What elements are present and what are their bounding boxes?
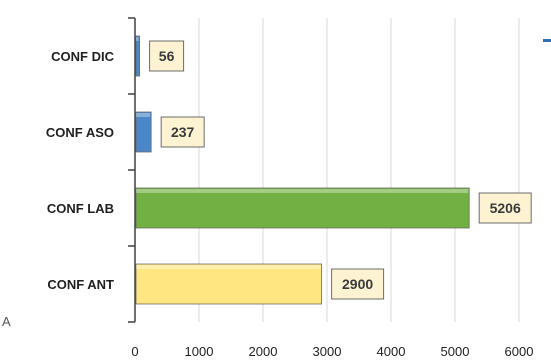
corner-label: A	[2, 314, 11, 329]
category-labels: CONF DIC CONF ASO CONF LAB CONF ANT	[46, 49, 115, 292]
data-label: 56	[159, 48, 175, 64]
x-tick-label: 4000	[377, 344, 406, 359]
x-tick-label: 2000	[249, 344, 278, 359]
data-label-box	[149, 40, 185, 72]
bar-highlight	[136, 265, 321, 269]
bar	[135, 111, 152, 153]
data-label-box	[478, 192, 532, 224]
x-tick-label: 5000	[441, 344, 470, 359]
bar-highlight	[136, 189, 469, 193]
data-label: 237	[171, 124, 195, 140]
data-label: 2900	[342, 276, 373, 292]
category-label: CONF ASO	[46, 125, 114, 140]
bar	[135, 35, 140, 77]
data-label-box	[160, 116, 205, 148]
category-label: CONF ANT	[47, 277, 114, 292]
y-axis	[128, 17, 136, 323]
data-label: 5206	[490, 200, 521, 216]
x-tick-labels: 0 1000 2000 3000 4000 5000 6000	[131, 344, 533, 359]
data-labels: 56 237 5206 2900	[149, 40, 532, 300]
x-tick-label: 0	[131, 344, 138, 359]
bar-highlight	[136, 37, 139, 41]
x-tick-label: 3000	[313, 344, 342, 359]
bar	[135, 263, 323, 305]
x-tick-label: 6000	[505, 344, 534, 359]
category-label: CONF LAB	[47, 201, 114, 216]
data-label-box	[331, 268, 385, 300]
bar	[135, 187, 470, 229]
bars	[135, 35, 470, 305]
decorative-tick-mark	[543, 39, 551, 42]
x-tick-label: 1000	[185, 344, 214, 359]
bar-highlight	[136, 113, 151, 117]
category-label: CONF DIC	[51, 49, 114, 64]
